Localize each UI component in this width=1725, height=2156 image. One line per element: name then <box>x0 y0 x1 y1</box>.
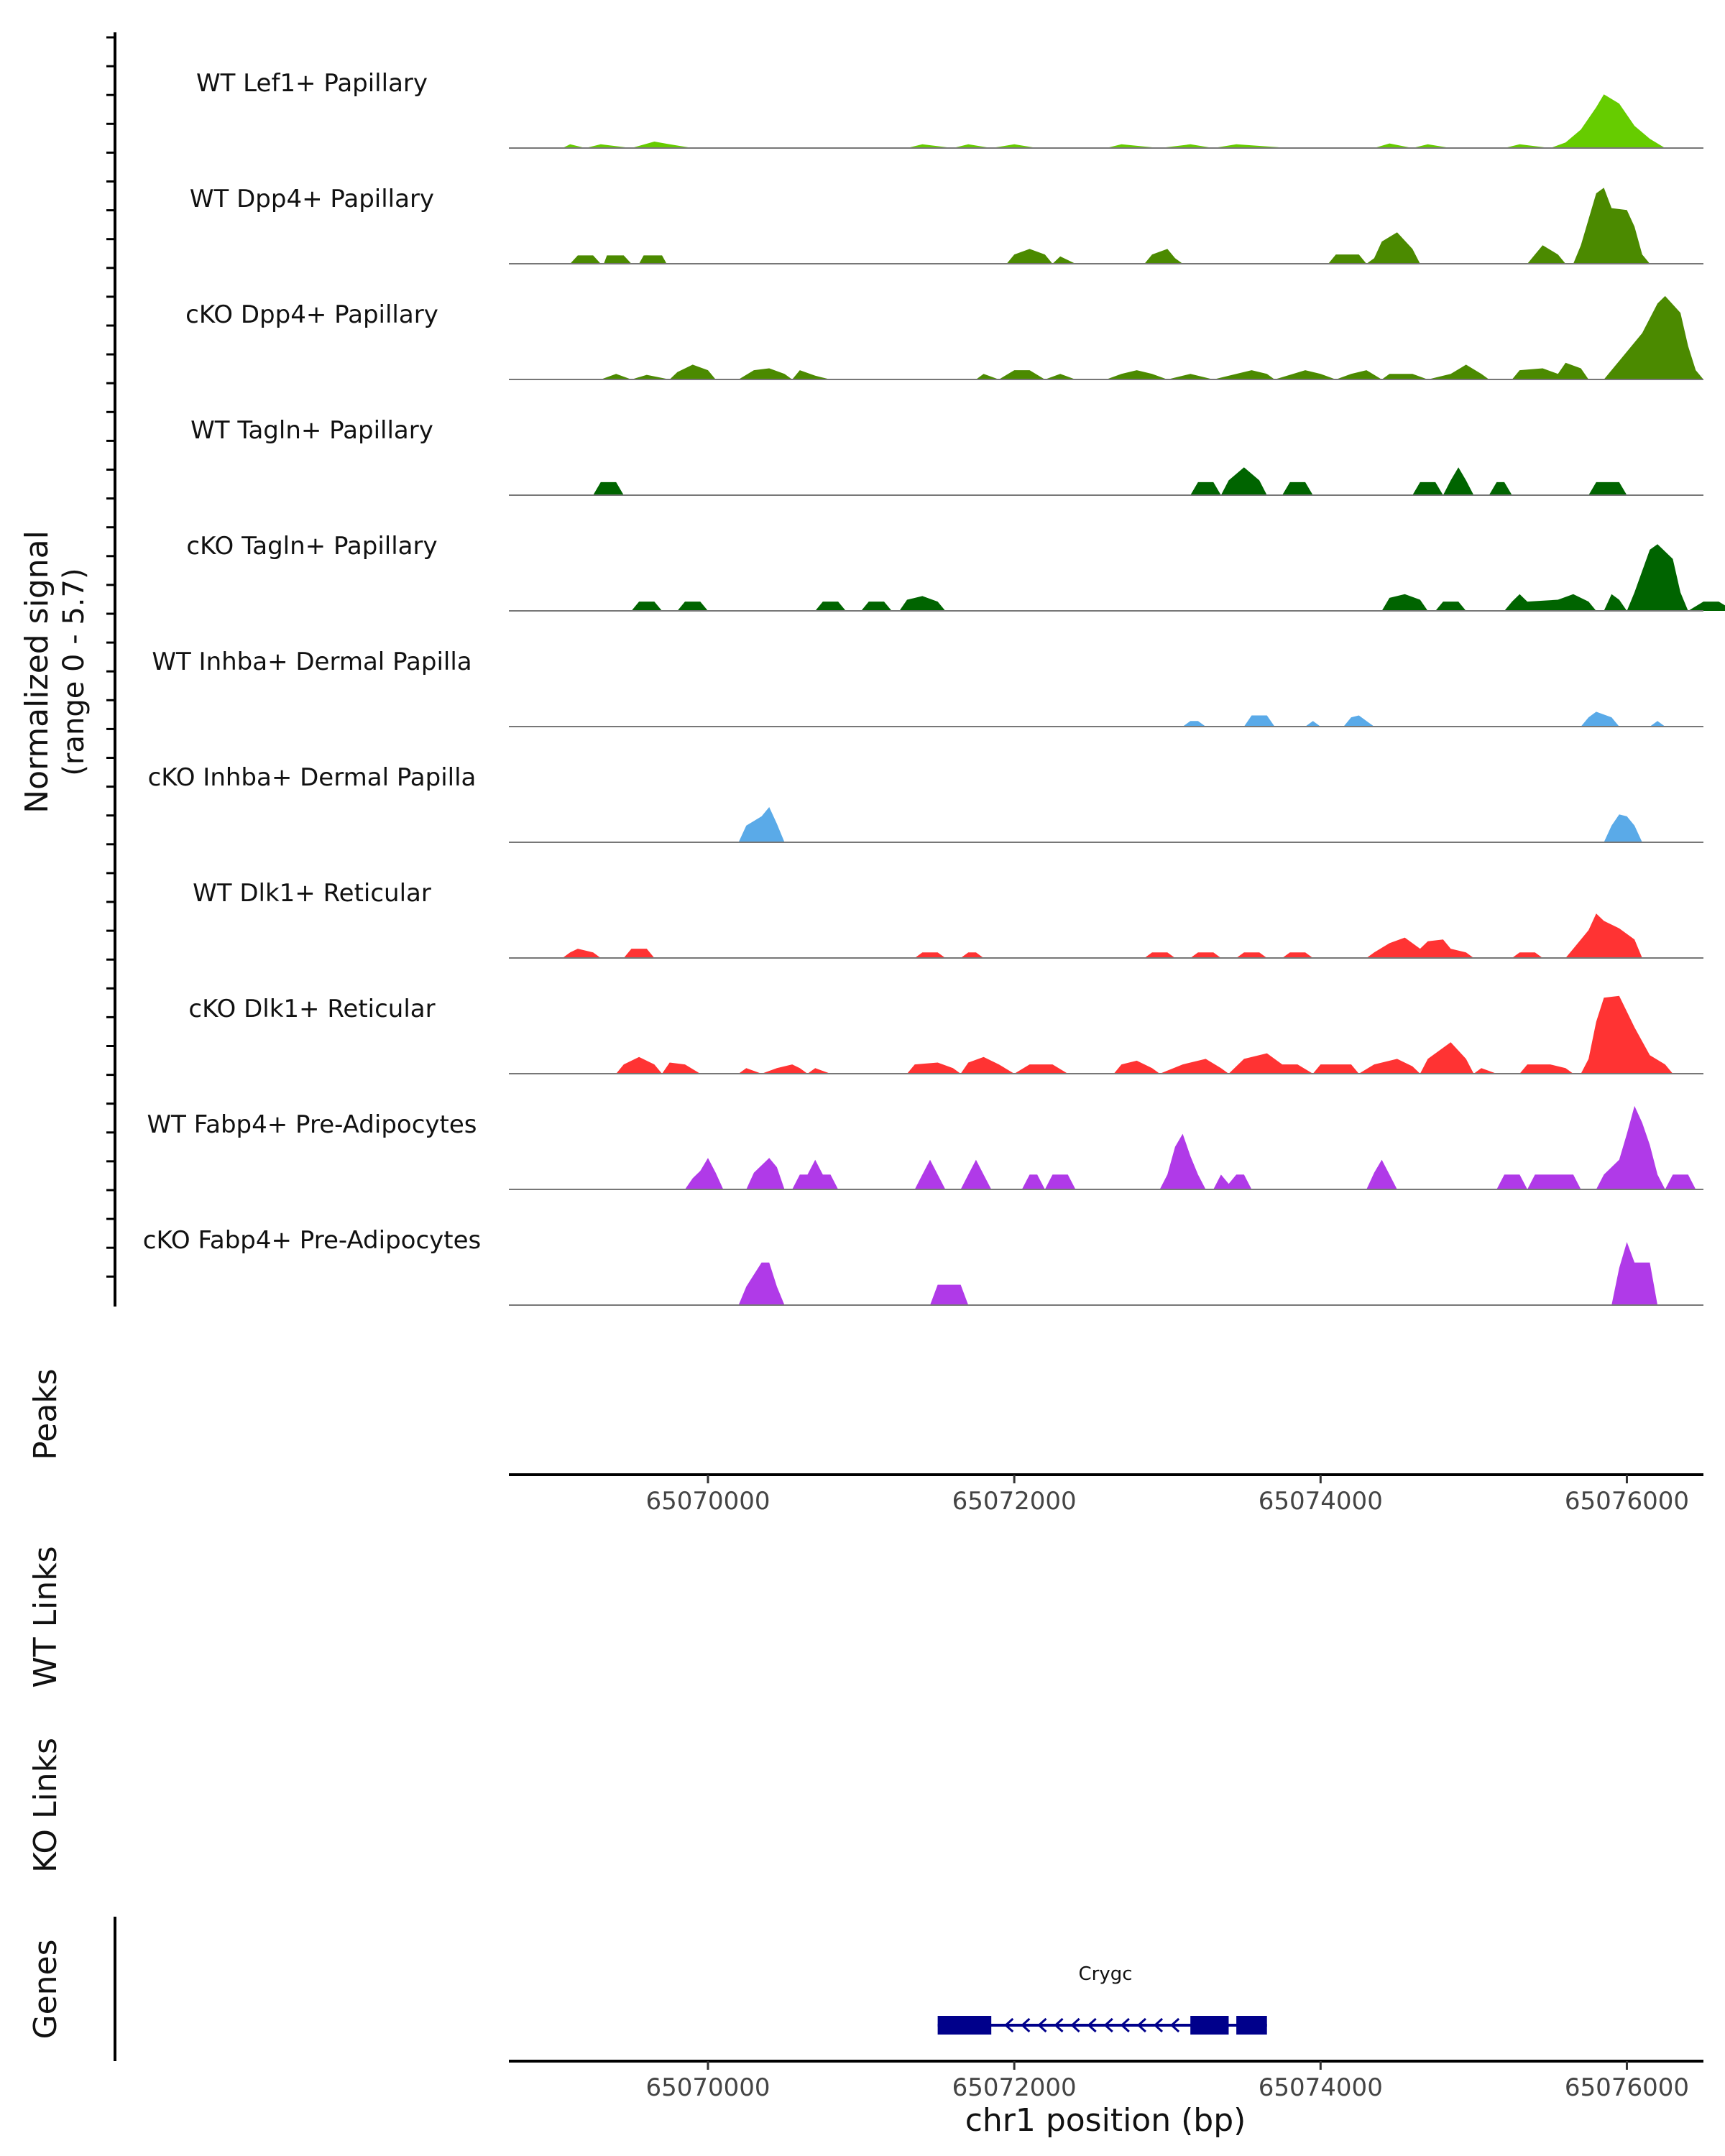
strand-arrow <box>1054 2017 1064 2033</box>
coverage-area <box>562 913 1642 958</box>
track-9: cKO Dlk1+ Reticular <box>188 995 1703 1074</box>
y-axis-title: Normalized signal (range 0 - 5.7) <box>19 530 91 814</box>
track-11: cKO Fabp4+ Pre-Adipocytes <box>143 1226 1703 1306</box>
track-label: WT Dlk1+ Reticular <box>193 879 431 908</box>
track-label: cKO Inhba+ Dermal Papilla <box>148 763 477 792</box>
coverage-area <box>593 467 1627 495</box>
coverage-area <box>631 544 1725 611</box>
strand-arrow <box>1021 2017 1031 2033</box>
coverage-area <box>570 188 1650 264</box>
track-3: cKO Dpp4+ Papillary <box>185 295 1703 380</box>
strand-arrow <box>1037 2017 1047 2033</box>
gene-exon <box>1190 2016 1229 2035</box>
strand-arrow <box>1070 2017 1080 2033</box>
strand-arrow <box>1103 2017 1113 2033</box>
x-tick-label: 65074000 <box>1259 2073 1383 2102</box>
coverage-area <box>616 995 1673 1074</box>
x-tick-label: 65070000 <box>645 1487 770 1516</box>
track-8: WT Dlk1+ Reticular <box>193 879 1703 959</box>
track-label: WT Inhba+ Dermal Papilla <box>152 648 472 676</box>
x-tick-label: 65074000 <box>1259 1487 1383 1516</box>
coverage-area <box>738 1242 1658 1305</box>
coverage-y-ticks <box>106 36 115 1278</box>
track-label: cKO Fabp4+ Pre-Adipocytes <box>143 1226 482 1255</box>
track-label: WT Tagln+ Papillary <box>190 416 433 445</box>
coverage-area <box>738 807 1642 842</box>
x-tick-label: 65072000 <box>952 1487 1077 1516</box>
track-label: WT Lef1+ Papillary <box>196 69 428 98</box>
genes-x-axis: 65070000 65072000 65074000 65076000 <box>645 2061 1689 2102</box>
genes-panel-label: Genes <box>27 1939 64 2039</box>
gene-exon <box>1236 2016 1267 2035</box>
coverage-tracks: WT Lef1+ Papillary WT Dpp4+ Papillary cKO … <box>143 69 1725 1306</box>
track-1: WT Lef1+ Papillary <box>196 69 1703 149</box>
track-10: WT Fabp4+ Pre-Adipocytes <box>147 1105 1703 1190</box>
track-label: cKO Dpp4+ Papillary <box>185 300 438 329</box>
peaks-x-axis: 65070000 65072000 65074000 65076000 <box>645 1475 1689 1516</box>
track-label: WT Fabp4+ Pre-Adipocytes <box>147 1110 477 1139</box>
strand-arrow <box>1004 2017 1014 2033</box>
ko-links-panel-label: KO Links <box>27 1738 64 1873</box>
coverage-area <box>1182 711 1665 727</box>
x-tick-label: 65070000 <box>645 2073 770 2102</box>
track-4: WT Tagln+ Papillary <box>190 416 1703 496</box>
track-label: cKO Dlk1+ Reticular <box>188 995 435 1023</box>
gene-track: Crygc <box>937 1963 1267 2035</box>
strand-arrow <box>1153 2017 1164 2033</box>
coverage-area <box>685 1105 1696 1189</box>
strand-arrow <box>1120 2017 1130 2033</box>
wt-links-panel-label: WT Links <box>27 1546 64 1687</box>
y-axis-title-line1: Normalized signal <box>19 530 55 814</box>
gene-name-label: Crygc <box>1078 1963 1132 1985</box>
track-2: WT Dpp4+ Papillary <box>190 185 1703 264</box>
track-6: WT Inhba+ Dermal Papilla <box>152 648 1703 727</box>
coverage-area <box>600 295 1703 379</box>
strand-arrow <box>1087 2017 1097 2033</box>
track-label: WT Dpp4+ Papillary <box>190 185 434 213</box>
x-tick-label: 65076000 <box>1565 2073 1689 2102</box>
x-axis-title: chr1 position (bp) <box>965 2102 1246 2139</box>
track-7: cKO Inhba+ Dermal Papilla <box>148 763 1703 843</box>
y-axis-title-line2: (range 0 - 5.7) <box>58 568 91 775</box>
coverage-area <box>562 94 1665 148</box>
track-5: cKO Tagln+ Papillary <box>186 532 1725 612</box>
peaks-panel-label: Peaks <box>27 1368 64 1460</box>
track-label: cKO Tagln+ Papillary <box>186 532 437 561</box>
x-tick-label: 65076000 <box>1565 1487 1689 1516</box>
strand-arrow <box>1169 2017 1180 2033</box>
strand-arrow <box>1136 2017 1146 2033</box>
x-tick-label: 65072000 <box>952 2073 1077 2102</box>
gene-exon <box>937 2016 992 2035</box>
